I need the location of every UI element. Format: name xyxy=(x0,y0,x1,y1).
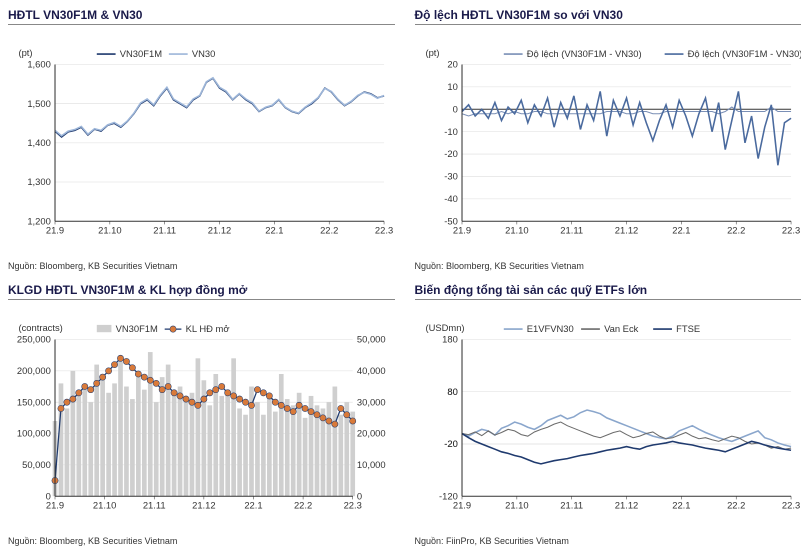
svg-text:21.9: 21.9 xyxy=(46,500,64,511)
svg-text:-20: -20 xyxy=(444,148,458,159)
svg-text:80: 80 xyxy=(447,386,457,397)
svg-text:22.2: 22.2 xyxy=(727,225,745,236)
svg-text:50,000: 50,000 xyxy=(22,459,51,470)
panel-title: KLGD HĐTL VN30F1M & KL hợp đồng mở xyxy=(8,283,395,300)
svg-text:22.1: 22.1 xyxy=(672,225,690,236)
chart-area-top-right: -50-40-30-20-100102021.921.1021.1121.122… xyxy=(415,33,802,259)
svg-text:22.1: 22.1 xyxy=(244,500,262,511)
svg-text:FTSE: FTSE xyxy=(676,323,700,334)
svg-text:22.3: 22.3 xyxy=(781,225,799,236)
svg-text:21.11: 21.11 xyxy=(560,500,583,511)
svg-text:100,000: 100,000 xyxy=(17,428,51,439)
svg-text:1,600: 1,600 xyxy=(27,59,50,70)
svg-text:21.12: 21.12 xyxy=(614,500,638,511)
svg-text:21.12: 21.12 xyxy=(192,500,216,511)
panel-title: Độ lệch HĐTL VN30F1M so với VN30 xyxy=(415,8,802,25)
svg-text:21.9: 21.9 xyxy=(452,500,470,511)
svg-text:Độ lệch (VN30F1M - VN30): Độ lệch (VN30F1M - VN30) xyxy=(526,48,641,59)
svg-text:21.9: 21.9 xyxy=(46,225,64,236)
svg-text:1,500: 1,500 xyxy=(27,98,50,109)
panel-bottom-right: Biến động tổng tài sản các quỹ ETFs lớn … xyxy=(415,283,802,546)
svg-text:40,000: 40,000 xyxy=(357,365,386,376)
svg-text:22.2: 22.2 xyxy=(727,500,745,511)
svg-text:-10: -10 xyxy=(444,126,458,137)
svg-text:Độ lệch (VN30F1M - VN30): Độ lệch (VN30F1M - VN30) xyxy=(687,48,801,59)
panel-title: HĐTL VN30F1M & VN30 xyxy=(8,8,395,25)
svg-text:50,000: 50,000 xyxy=(357,334,386,345)
svg-text:250,000: 250,000 xyxy=(17,334,51,345)
panel-title: Biến động tổng tài sản các quỹ ETFs lớn xyxy=(415,283,802,300)
svg-text:10: 10 xyxy=(447,81,457,92)
svg-text:22.1: 22.1 xyxy=(265,225,283,236)
svg-text:21.10: 21.10 xyxy=(98,225,121,236)
svg-text:21.10: 21.10 xyxy=(505,500,529,511)
svg-text:KL HĐ mở: KL HĐ mở xyxy=(186,323,230,334)
chart-area-bottom-left: 0 50,000 100,000 150,000 200,000 250,000 21.9 2… xyxy=(8,308,395,534)
svg-text:22.3: 22.3 xyxy=(344,500,362,511)
svg-text:21.11: 21.11 xyxy=(143,500,166,511)
svg-text:21.10: 21.10 xyxy=(93,500,117,511)
svg-text:21.11: 21.11 xyxy=(153,225,176,236)
svg-text:VN30F1M: VN30F1M xyxy=(116,323,158,334)
svg-text:Van Eck: Van Eck xyxy=(604,323,639,334)
panel-top-right: Độ lệch HĐTL VN30F1M so với VN30 -50-40-… xyxy=(415,8,802,271)
svg-text:21.10: 21.10 xyxy=(505,225,529,236)
source-text: Nguồn: FiinPro, KB Securities Vietnam xyxy=(415,536,802,546)
svg-text:(USDmn): (USDmn) xyxy=(425,322,464,333)
chart-area-top-left: 1,2001,3001,4001,5001,60021.921.1021.112… xyxy=(8,33,395,259)
svg-text:VN30F1M: VN30F1M xyxy=(120,48,162,59)
svg-text:(pt): (pt) xyxy=(425,47,439,58)
svg-text:21.9: 21.9 xyxy=(452,225,470,236)
svg-text:(contracts): (contracts) xyxy=(18,322,62,333)
svg-text:180: 180 xyxy=(442,334,458,345)
source-text: Nguồn: Bloomberg, KB Securities Vietnam xyxy=(8,261,395,271)
svg-text:0: 0 xyxy=(452,103,457,114)
svg-text:1,400: 1,400 xyxy=(27,137,50,148)
svg-text:VN30: VN30 xyxy=(192,48,216,59)
svg-text:22.2: 22.2 xyxy=(294,500,312,511)
svg-text:21.12: 21.12 xyxy=(614,225,638,236)
panel-bottom-left: KLGD HĐTL VN30F1M & KL hợp đồng mở 0 50,0… xyxy=(8,283,395,546)
svg-text:30,000: 30,000 xyxy=(357,396,386,407)
svg-text:(pt): (pt) xyxy=(18,47,32,58)
svg-text:-40: -40 xyxy=(444,193,458,204)
source-text: Nguồn: Bloomberg, KB Securities Vietnam xyxy=(415,261,802,271)
svg-text:22.3: 22.3 xyxy=(375,225,393,236)
svg-text:E1VFVN30: E1VFVN30 xyxy=(526,323,573,334)
svg-text:20,000: 20,000 xyxy=(357,428,386,439)
chart-area-bottom-right: -120-20-20808018021.921.1021.1121.1222.1… xyxy=(415,308,802,534)
svg-text:-30: -30 xyxy=(444,171,458,182)
svg-text:22.3: 22.3 xyxy=(781,500,799,511)
svg-text:-20: -20 xyxy=(444,438,458,449)
svg-text:20: 20 xyxy=(447,59,457,70)
panel-top-left: HĐTL VN30F1M & VN30 1,2001,3001,4001,500… xyxy=(8,8,395,271)
svg-text:1,300: 1,300 xyxy=(27,176,50,187)
source-text: Nguồn: Bloomberg, KB Securities Vietnam xyxy=(8,536,395,546)
svg-text:10,000: 10,000 xyxy=(357,459,386,470)
svg-text:0: 0 xyxy=(357,490,362,501)
svg-text:200,000: 200,000 xyxy=(17,365,51,376)
svg-text:21.11: 21.11 xyxy=(560,225,583,236)
svg-text:150,000: 150,000 xyxy=(17,396,51,407)
svg-text:22.2: 22.2 xyxy=(320,225,338,236)
svg-text:21.12: 21.12 xyxy=(208,225,232,236)
svg-text:22.1: 22.1 xyxy=(672,500,690,511)
chart-grid: HĐTL VN30F1M & VN30 1,2001,3001,4001,500… xyxy=(8,8,801,546)
